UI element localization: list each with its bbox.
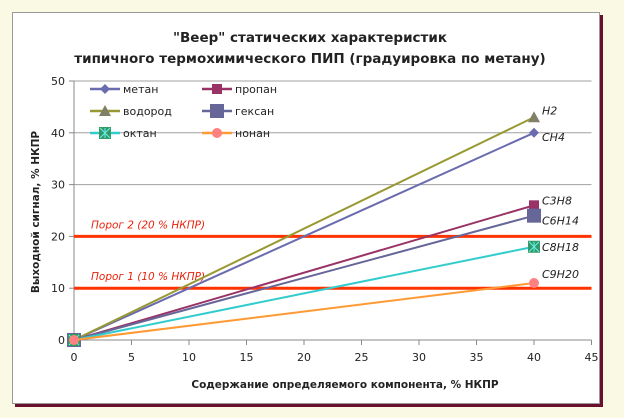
series-октан: C8H18: [68, 240, 579, 346]
x-square-marker: [99, 127, 111, 139]
threshold-label: Порог 1 (10 % НКПР): [91, 271, 205, 283]
legend-item: нонан: [202, 127, 270, 140]
legend-label: гексан: [235, 105, 274, 118]
x-tick-label: 40: [527, 351, 541, 364]
y-tick-label: 30: [51, 179, 65, 192]
chart-title-line1: "Веер" статических характеристик: [173, 30, 447, 46]
x-tick-label: 45: [585, 351, 599, 364]
legend-label: пропан: [235, 83, 277, 96]
diamond-marker: [100, 84, 110, 94]
square-marker: [527, 208, 541, 223]
square-marker: [212, 84, 222, 94]
x-axis-label: Содержание определяемого компонента, % Н…: [191, 379, 499, 391]
series-line: [73, 131, 535, 341]
y-tick-label: 40: [51, 127, 65, 140]
x-tick-label: 25: [355, 351, 369, 364]
legend-item: гексан: [202, 104, 274, 118]
series-пропан: C3H8: [69, 194, 572, 345]
series-line: [73, 245, 535, 341]
y-tick-label: 20: [51, 230, 65, 243]
x-tick-label: 0: [71, 351, 78, 364]
marker-cross: [99, 127, 111, 139]
marker-cross: [528, 241, 540, 253]
series-end-label: C3H8: [542, 194, 572, 207]
series-line: [73, 214, 535, 341]
x-tick-label: 30: [412, 351, 426, 364]
y-axis-label: Выходной сигнал, % НКПР: [30, 131, 42, 294]
square-marker: [529, 200, 539, 211]
threshold-label: Порог 2 (20 % НКПР): [91, 219, 205, 231]
legend-item: метан: [90, 83, 158, 96]
y-tick-label: 0: [58, 334, 65, 347]
x-tick-label: 20: [297, 351, 311, 364]
series-end-label: C8H18: [542, 241, 579, 254]
legend-label: водород: [123, 105, 172, 118]
y-tick-label: 10: [51, 282, 65, 295]
x-square-marker: [528, 240, 540, 253]
series-end-label: C6H14: [542, 215, 579, 228]
legend-label: метан: [123, 83, 158, 96]
diamond-marker: [529, 127, 539, 138]
legend-item: водород: [90, 105, 172, 118]
x-tick-label: 5: [128, 351, 135, 364]
x-tick-label: 35: [470, 351, 484, 364]
triangle-marker: [528, 111, 540, 123]
x-tick-label: 10: [182, 351, 196, 364]
legend-item: октан: [90, 127, 157, 140]
circle-marker: [212, 128, 222, 138]
square-marker: [210, 104, 224, 118]
series-line: [73, 116, 535, 341]
triangle-marker: [99, 105, 111, 116]
series-end-label: H2: [542, 104, 557, 117]
y-tick-label: 50: [51, 75, 65, 88]
chart-frame: [12, 12, 600, 404]
series-нонан: C9H20: [69, 268, 579, 345]
legend-label: октан: [123, 127, 157, 140]
circle-marker: [529, 278, 539, 289]
x-tick-label: 15: [240, 351, 254, 364]
legend-label: нонан: [235, 127, 270, 140]
circle-marker: [69, 335, 79, 345]
series-line: [73, 204, 535, 341]
series-end-label: C9H20: [542, 268, 579, 281]
legend-item: пропан: [202, 83, 277, 96]
chart-title-line2: типичного термохимического ПИП (градуиро…: [74, 51, 545, 67]
series-end-label: CH4: [542, 131, 565, 144]
series-line: [73, 282, 535, 341]
